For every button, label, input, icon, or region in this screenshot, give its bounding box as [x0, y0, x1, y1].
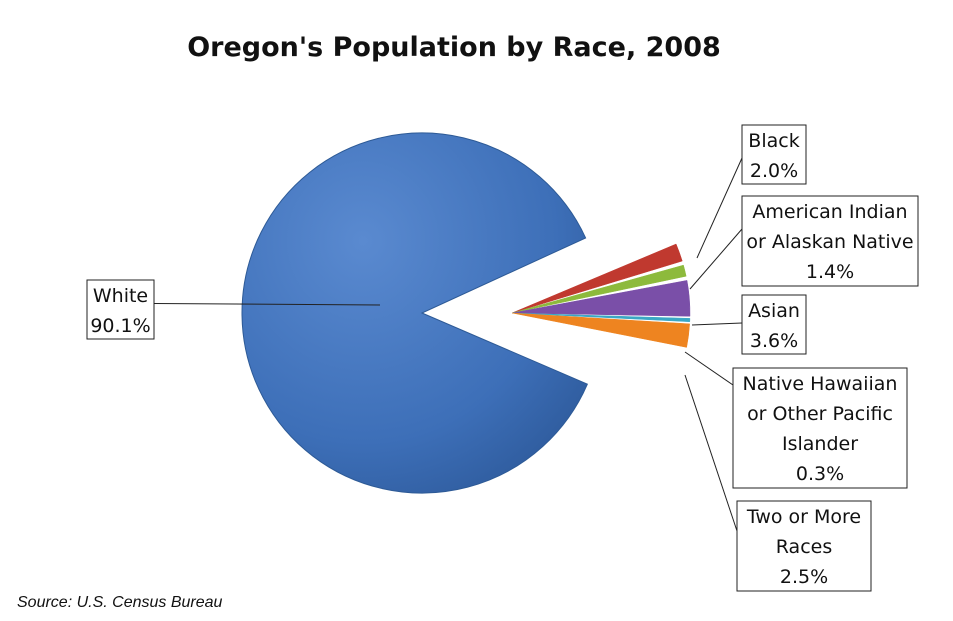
chart-source: Source: U.S. Census Bureau: [17, 594, 223, 611]
leader-line-native-hawaiian: [684, 351, 734, 386]
chart-title: Oregon's Population by Race, 2008: [187, 32, 721, 63]
label-box-native-hawaiian: [732, 367, 908, 489]
leader-line-american-indian: [689, 228, 743, 290]
label-box-black: [741, 124, 807, 185]
data-label-white: White 90.1%: [90, 285, 150, 337]
label-box-american-indian: [741, 195, 919, 287]
leader-line-black: [696, 157, 743, 259]
pie-slice-two-or-more: [511, 312, 690, 348]
leader-line-asian: [691, 322, 743, 326]
leader-line-two-or-more: [684, 374, 738, 532]
label-box-white: [86, 279, 155, 340]
pie-slice-american-indian: [511, 264, 687, 314]
data-label-asian: Asian 3.6%: [748, 300, 800, 352]
pie-slice-asian: [511, 280, 691, 317]
data-label-black: Black 2.0%: [748, 130, 799, 182]
label-box-asian: [741, 294, 807, 355]
pie-slice-white: [241, 132, 588, 494]
leader-line-white: [153, 303, 381, 306]
data-label-native-hawaiian: Native Hawaiian or Other Pacific Islander 0…: [743, 373, 898, 485]
data-label-two-or-more: Two or More Races 2.5%: [746, 506, 861, 588]
pie-slice-native-hawaiian: [511, 312, 691, 323]
pie-slice-black: [511, 243, 683, 314]
label-box-two-or-more: [736, 500, 872, 592]
data-label-american-indian: American Indian or Alaskan Native 1.4%: [746, 201, 913, 283]
